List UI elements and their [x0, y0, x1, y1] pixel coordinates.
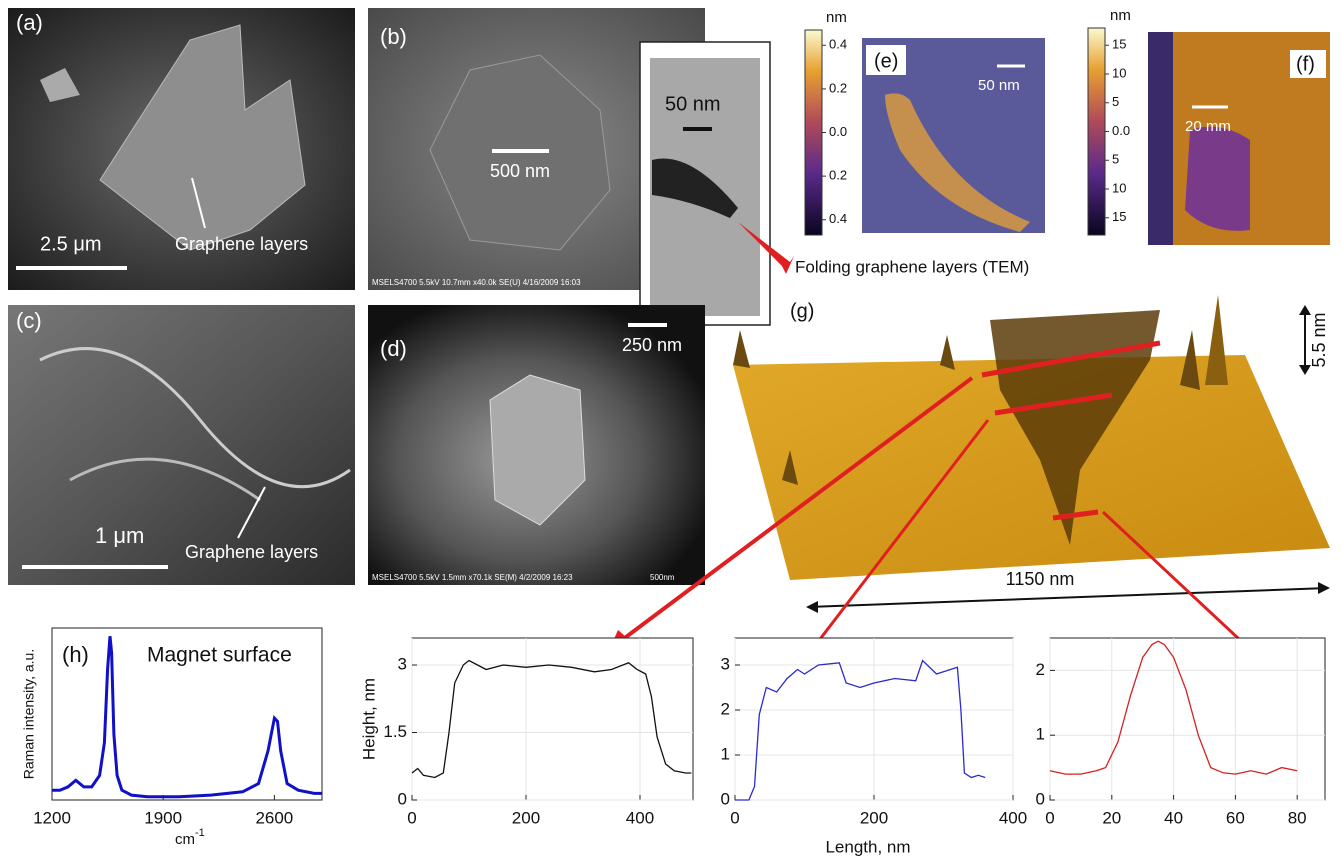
- colorbar-unit: nm: [1110, 7, 1131, 24]
- x-axis-label: cm-1: [175, 827, 205, 848]
- y-axis-label: Height, nm: [359, 678, 378, 760]
- colorbar-unit: nm: [826, 9, 847, 26]
- x-tick-label: 400: [626, 808, 654, 827]
- x-tick-label: 40: [1164, 808, 1183, 827]
- afm-feature: [1148, 32, 1173, 245]
- colorbar-label: 0.4: [829, 37, 847, 52]
- x-tick-label: 200: [860, 808, 888, 827]
- colorbar-label: 0.0: [829, 124, 847, 139]
- panel-label: (e): [874, 50, 898, 72]
- annotation: Folding graphene layers (TEM): [795, 257, 1029, 276]
- scale-label: 1 μm: [95, 523, 144, 548]
- scale-label: 2.5 μm: [40, 233, 102, 255]
- annotation: Graphene layers: [185, 542, 318, 562]
- x-tick-label: 0: [1045, 808, 1054, 827]
- width-arrow: [808, 588, 1328, 607]
- spike: [1205, 295, 1228, 385]
- y-tick-label: 1: [721, 744, 730, 763]
- scale-label: 500 nm: [490, 161, 550, 181]
- arrowhead: [806, 601, 818, 613]
- sem-footer: MSELS4700 5.5kV 10.7mm x40.0k SE(U) 4/16…: [372, 278, 581, 287]
- colorbar-label: 15: [1112, 37, 1126, 52]
- panel-label: (c): [16, 308, 42, 333]
- height-scale: 5.5 nm: [1309, 312, 1329, 367]
- x-tick-label: 2600: [255, 808, 293, 827]
- x-tick-label: 1900: [144, 808, 182, 827]
- x-axis-label-sup: -1: [195, 827, 205, 839]
- panel-label: (g): [790, 300, 814, 322]
- panel-label: (h): [62, 642, 89, 667]
- colorbar: [1088, 28, 1105, 235]
- y-tick-label: 0: [398, 789, 407, 808]
- y-tick-label: 1.5: [383, 722, 407, 741]
- x-tick-label: 0: [407, 808, 416, 827]
- panel-label: (a): [16, 10, 43, 35]
- spike: [940, 335, 955, 370]
- colorbar-label: 0.4: [829, 211, 847, 226]
- colorbar-label: 15: [1112, 209, 1126, 224]
- y-tick-label: 0: [1036, 789, 1045, 808]
- spike: [733, 330, 750, 368]
- y-tick-label: 3: [721, 654, 730, 673]
- y-tick-label: 2: [721, 699, 730, 718]
- colorbar-label: 5: [1112, 152, 1119, 167]
- plot-frame: [1050, 638, 1325, 800]
- scale-label: 20 mm: [1185, 118, 1231, 135]
- y-tick-label: 1: [1036, 725, 1045, 744]
- x-tick-label: 60: [1226, 808, 1245, 827]
- annotation: Magnet surface: [147, 644, 292, 667]
- plot-frame: [412, 638, 693, 800]
- colorbar-label: 10: [1112, 180, 1126, 195]
- afm-feature: [1185, 127, 1250, 231]
- colorbar-label: 0.2: [829, 80, 847, 95]
- x-tick-label: 400: [999, 808, 1027, 827]
- y-tick-label: 2: [1036, 660, 1045, 679]
- x-tick-label: 20: [1102, 808, 1121, 827]
- x-axis-label: Length, nm: [825, 837, 910, 856]
- sem-footer: MSELS4700 5.5kV 1.5mm x70.1k SE(M) 4/2/2…: [372, 573, 573, 582]
- x-tick-label: 1200: [33, 808, 71, 827]
- x-tick-label: 0: [730, 808, 739, 827]
- annotation: Graphene layers: [175, 234, 308, 254]
- scale-label: 50 nm: [665, 93, 721, 115]
- sem-footer-scale: 500nm: [650, 573, 675, 582]
- y-tick-label: 3: [398, 654, 407, 673]
- panel-label: (d): [380, 336, 407, 361]
- x-tick-label: 200: [512, 808, 540, 827]
- panel-label: (f): [1296, 53, 1315, 75]
- x-axis-label-base: cm: [175, 831, 195, 848]
- scale-label: 50 nm: [978, 77, 1020, 94]
- width-scale: 1150 nm: [1006, 569, 1075, 589]
- colorbar-label: 0.2: [829, 168, 847, 183]
- y-tick-label: 0: [721, 789, 730, 808]
- colorbar-label: 0.0: [1112, 123, 1130, 138]
- y-axis-label: Raman intensity, a.u.: [21, 649, 37, 779]
- colorbar-label: 5: [1112, 94, 1119, 109]
- panel-label: (b): [380, 24, 407, 49]
- scale-label: 250 nm: [622, 335, 682, 355]
- arrowhead: [1318, 582, 1330, 594]
- colorbar: [805, 30, 822, 235]
- colorbar-label: 10: [1112, 65, 1126, 80]
- figure: (a) 2.5 μm Graphene layers (b) 500 nm MS…: [0, 0, 1341, 863]
- x-tick-label: 80: [1288, 808, 1307, 827]
